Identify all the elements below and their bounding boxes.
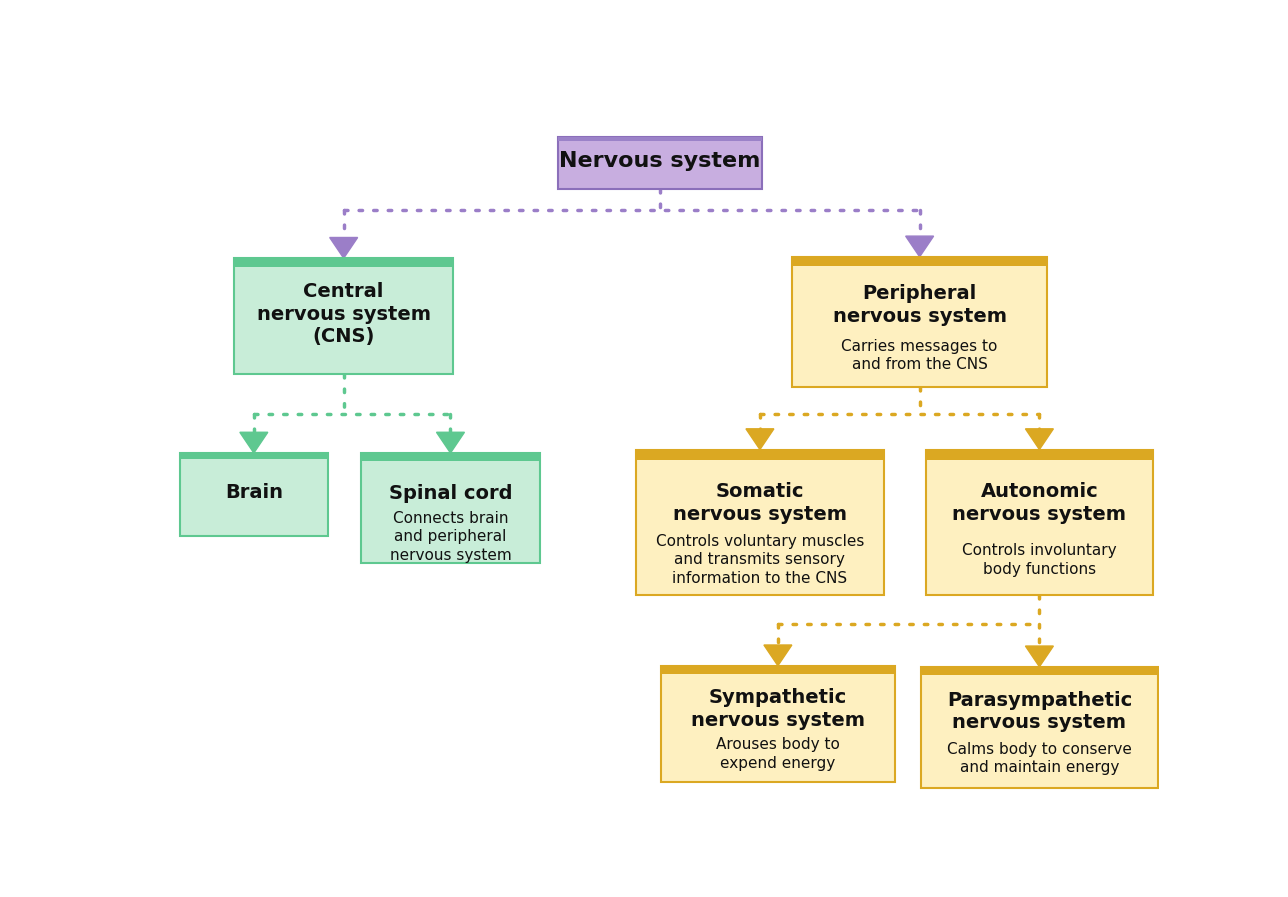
Polygon shape [1025, 646, 1054, 666]
FancyBboxPatch shape [792, 257, 1047, 387]
FancyBboxPatch shape [661, 666, 895, 782]
Polygon shape [240, 432, 268, 453]
FancyBboxPatch shape [926, 449, 1153, 460]
FancyBboxPatch shape [180, 453, 327, 459]
FancyBboxPatch shape [921, 666, 1158, 675]
FancyBboxPatch shape [926, 449, 1153, 595]
FancyBboxPatch shape [636, 449, 884, 595]
FancyBboxPatch shape [180, 453, 327, 536]
Text: Arouses body to
expend energy: Arouses body to expend energy [716, 737, 840, 771]
FancyBboxPatch shape [921, 666, 1158, 788]
FancyBboxPatch shape [234, 258, 453, 266]
FancyBboxPatch shape [234, 258, 453, 374]
FancyBboxPatch shape [558, 137, 762, 141]
Polygon shape [905, 236, 934, 257]
Text: Somatic
nervous system: Somatic nervous system [672, 483, 848, 524]
FancyBboxPatch shape [558, 137, 762, 188]
Text: Spinal cord: Spinal cord [389, 484, 513, 503]
Text: Connects brain
and peripheral
nervous system: Connects brain and peripheral nervous sy… [389, 511, 511, 563]
Polygon shape [746, 429, 774, 449]
Polygon shape [330, 238, 358, 258]
Text: Brain: Brain [225, 483, 283, 501]
FancyBboxPatch shape [661, 666, 895, 674]
Text: Sympathetic
nervous system: Sympathetic nervous system [690, 688, 864, 729]
Text: Controls involuntary
body functions: Controls involuntary body functions [962, 543, 1117, 577]
Polygon shape [1025, 429, 1054, 449]
Text: Autonomic
nervous system: Autonomic nervous system [952, 483, 1127, 524]
Text: Peripheral
nervous system: Peripheral nervous system [832, 284, 1007, 326]
FancyBboxPatch shape [361, 453, 541, 563]
Text: Controls voluntary muscles
and transmits sensory
information to the CNS: Controls voluntary muscles and transmits… [656, 534, 864, 586]
FancyBboxPatch shape [636, 449, 884, 460]
Polygon shape [764, 645, 792, 666]
Text: Parasympathetic
nervous system: Parasympathetic nervous system [947, 691, 1132, 732]
Text: Nervous system: Nervous system [559, 151, 761, 170]
Text: Calms body to conserve
and maintain energy: Calms body to conserve and maintain ener… [947, 742, 1132, 775]
Polygon shape [437, 432, 465, 453]
FancyBboxPatch shape [361, 453, 541, 461]
FancyBboxPatch shape [792, 257, 1047, 266]
Text: Central
nervous system
(CNS): Central nervous system (CNS) [256, 282, 430, 346]
Text: Carries messages to
and from the CNS: Carries messages to and from the CNS [841, 339, 998, 372]
